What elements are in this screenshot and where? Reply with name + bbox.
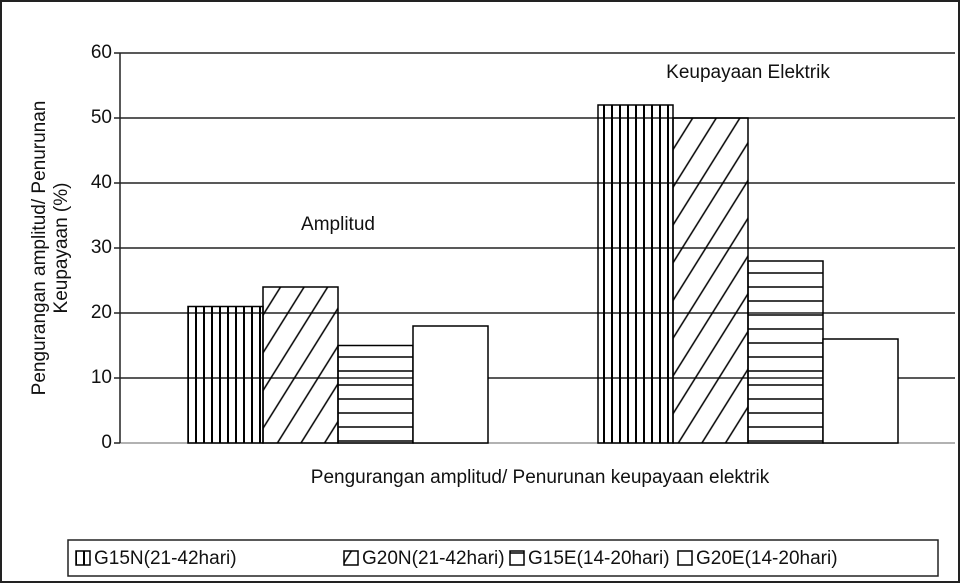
y-tick-label: 60 xyxy=(91,42,112,63)
legend-label: G20N(21-42hari) xyxy=(362,548,505,569)
x-axis-label: Pengurangan amplitud/ Penurunan keupayaa… xyxy=(311,467,770,488)
y-axis-label: Pengurangan amplitud/ Penurunan xyxy=(29,101,50,396)
y-tick-label: 20 xyxy=(91,302,112,323)
category-label: Keupayaan Elektrik xyxy=(666,62,830,83)
bar xyxy=(187,305,264,444)
y-tick-label: 50 xyxy=(91,107,112,128)
legend-box xyxy=(67,539,939,577)
legend-label: G20E(14-20hari) xyxy=(696,548,838,569)
bar xyxy=(597,104,674,444)
category-label: Amplitud xyxy=(301,214,375,235)
y-axis-label: Keupayaan (%) xyxy=(51,183,72,314)
y-tick-label: 30 xyxy=(91,237,112,258)
y-tick-label: 0 xyxy=(101,432,112,453)
bar xyxy=(262,286,339,444)
bar xyxy=(672,117,749,444)
legend-swatch xyxy=(509,550,525,566)
bar xyxy=(747,260,824,444)
y-tick-label: 10 xyxy=(91,367,112,388)
legend-swatch xyxy=(677,550,693,566)
bar xyxy=(337,344,414,444)
legend-swatch xyxy=(343,550,359,566)
bar xyxy=(412,325,489,444)
bar xyxy=(822,338,899,444)
legend-swatch xyxy=(75,550,91,566)
legend-label: G15N(21-42hari) xyxy=(94,548,237,569)
y-tick-label: 40 xyxy=(91,172,112,193)
legend-label: G15E(14-20hari) xyxy=(528,548,670,569)
